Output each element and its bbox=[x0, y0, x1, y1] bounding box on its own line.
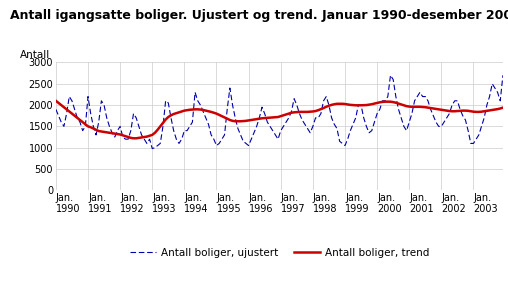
Antall boliger, trend bbox=[131, 137, 137, 140]
Antall boliger, trend bbox=[136, 136, 142, 140]
Text: Antall: Antall bbox=[20, 50, 50, 60]
Text: Antall igangsatte boliger. Ujustert og trend. Januar 1990-desember 2003: Antall igangsatte boliger. Ujustert og t… bbox=[10, 9, 508, 22]
Antall boliger, trend bbox=[53, 99, 59, 103]
Antall boliger, ujustert bbox=[208, 133, 214, 137]
Antall boliger, trend bbox=[208, 110, 214, 114]
Antall boliger, ujustert bbox=[388, 74, 394, 77]
Antall boliger, ujustert bbox=[500, 74, 506, 77]
Line: Antall boliger, trend: Antall boliger, trend bbox=[56, 101, 503, 138]
Antall boliger, ujustert bbox=[414, 95, 420, 98]
Antall boliger, ujustert bbox=[53, 108, 59, 111]
Antall boliger, ujustert bbox=[310, 125, 316, 128]
Antall boliger, trend bbox=[500, 106, 506, 109]
Antall boliger, ujustert bbox=[184, 129, 190, 132]
Antall boliger, trend bbox=[184, 108, 190, 112]
Antall boliger, ujustert bbox=[149, 147, 155, 150]
Legend: Antall boliger, ujustert, Antall boliger, trend: Antall boliger, ujustert, Antall boliger… bbox=[125, 243, 433, 262]
Antall boliger, trend bbox=[318, 107, 324, 111]
Antall boliger, ujustert bbox=[133, 116, 139, 120]
Antall boliger, trend bbox=[310, 110, 316, 113]
Antall boliger, ujustert bbox=[318, 112, 324, 115]
Line: Antall boliger, ujustert: Antall boliger, ujustert bbox=[56, 75, 503, 149]
Antall boliger, trend bbox=[411, 105, 418, 108]
